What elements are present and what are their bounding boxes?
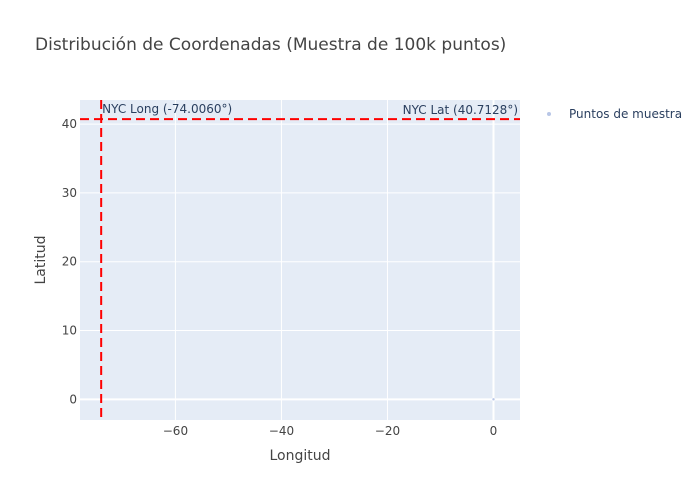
y-tick-label: 30 <box>62 186 77 200</box>
y-tick-label: 10 <box>62 324 77 338</box>
x-tick-label: 0 <box>490 424 498 438</box>
x-tick-label: −60 <box>163 424 188 438</box>
plot-area <box>80 100 520 420</box>
x-tick-label: −20 <box>375 424 400 438</box>
y-axis-title: Latitud <box>33 235 49 284</box>
nyc-latitude-label: NYC Lat (40.7128°) <box>403 103 518 117</box>
y-tick-label: 40 <box>62 117 77 131</box>
y-tick-labels: 0 10 20 30 40 <box>62 117 77 406</box>
grid-lines <box>80 100 520 420</box>
legend-marker <box>547 112 551 116</box>
x-tick-label: −40 <box>269 424 294 438</box>
x-axis-title: Longitud <box>269 448 330 464</box>
nyc-longitude-label: NYC Long (-74.0060°) <box>102 102 232 116</box>
x-tick-labels: −60 −40 −20 0 <box>163 424 498 438</box>
y-tick-label: 0 <box>69 392 77 406</box>
data-point <box>492 398 495 401</box>
chart-title: Distribución de Coordenadas (Muestra de … <box>35 35 506 55</box>
legend-label: Puntos de muestra <box>569 107 682 121</box>
y-tick-label: 20 <box>62 255 77 269</box>
reference-lines: NYC Long (-74.0060°) NYC Lat (40.7128°) <box>80 100 520 420</box>
legend[interactable]: Puntos de muestra <box>547 107 682 121</box>
